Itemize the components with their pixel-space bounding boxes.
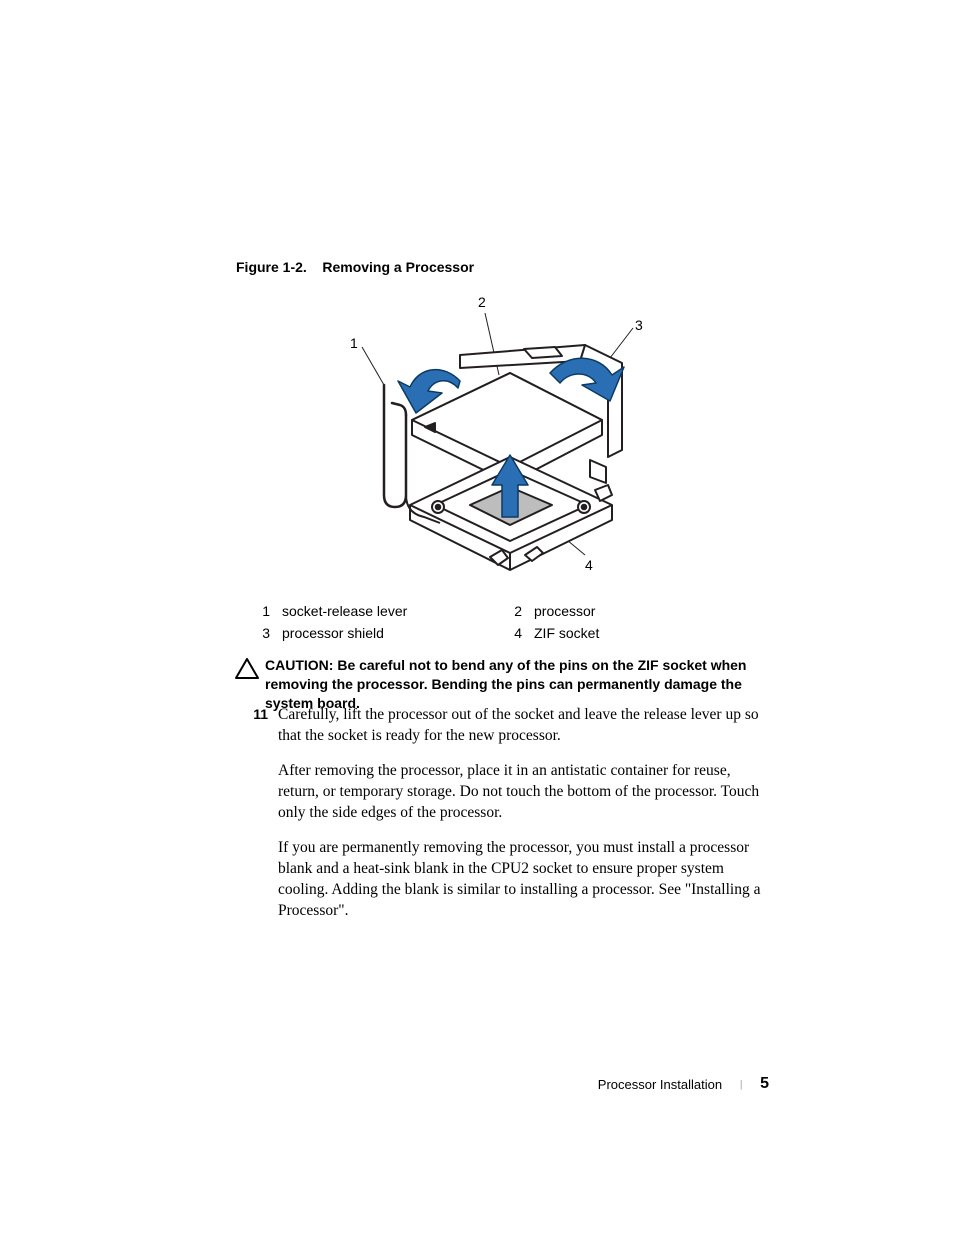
figure-name: Removing a Processor xyxy=(322,259,474,275)
legend-num: 3 xyxy=(240,625,282,641)
legend-row: 1 socket-release lever 2 processor xyxy=(240,603,760,619)
paragraph: If you are permanently removing the proc… xyxy=(278,838,773,922)
page-number: 5 xyxy=(760,1075,769,1093)
step-text: Carefully, lift the processor out of the… xyxy=(278,705,772,747)
processor-diagram xyxy=(340,295,660,590)
legend-row: 3 processor shield 4 ZIF socket xyxy=(240,625,760,641)
caution-body: Be careful not to bend any of the pins o… xyxy=(265,657,746,711)
legend-text: processor shield xyxy=(282,625,492,641)
paragraph: After removing the processor, place it i… xyxy=(278,761,773,824)
footer-separator: | xyxy=(740,1079,742,1090)
footer-section: Processor Installation xyxy=(598,1077,722,1092)
figure-label: Figure 1-2. xyxy=(236,259,307,275)
figure-title: Figure 1-2. Removing a Processor xyxy=(236,259,474,275)
caution-label: CAUTION: xyxy=(265,657,333,673)
step-number: 11 xyxy=(232,705,278,725)
legend-num: 4 xyxy=(492,625,534,641)
figure-legend: 1 socket-release lever 2 processor 3 pro… xyxy=(240,603,760,647)
caution-icon xyxy=(235,658,265,685)
legend-num: 1 xyxy=(240,603,282,619)
step-11: 11 Carefully, lift the processor out of … xyxy=(232,705,772,747)
legend-text: processor xyxy=(534,603,744,619)
legend-text: ZIF socket xyxy=(534,625,744,641)
page: Figure 1-2. Removing a Processor 1 2 3 4 xyxy=(0,0,954,1235)
legend-text: socket-release lever xyxy=(282,603,492,619)
legend-num: 2 xyxy=(492,603,534,619)
